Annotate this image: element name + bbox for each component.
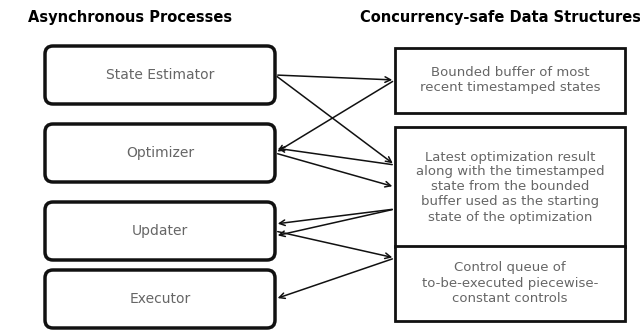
FancyBboxPatch shape: [45, 202, 275, 260]
Text: Executor: Executor: [129, 292, 191, 306]
Text: Bounded buffer of most
recent timestamped states: Bounded buffer of most recent timestampe…: [420, 66, 600, 94]
Bar: [395, 246, 625, 320]
FancyBboxPatch shape: [45, 46, 275, 104]
Text: Asynchronous Processes: Asynchronous Processes: [28, 10, 232, 25]
Text: Optimizer: Optimizer: [126, 146, 194, 160]
Text: State Estimator: State Estimator: [106, 68, 214, 82]
FancyBboxPatch shape: [45, 270, 275, 328]
Text: Control queue of
to-be-executed piecewise-
constant controls: Control queue of to-be-executed piecewis…: [422, 261, 598, 305]
Bar: [395, 127, 625, 247]
Text: Updater: Updater: [132, 224, 188, 238]
Text: Latest optimization result
along with the timestamped
state from the bounded
buf: Latest optimization result along with th…: [416, 151, 604, 223]
Bar: [395, 48, 625, 113]
FancyBboxPatch shape: [45, 124, 275, 182]
Text: Concurrency-safe Data Structures: Concurrency-safe Data Structures: [360, 10, 640, 25]
